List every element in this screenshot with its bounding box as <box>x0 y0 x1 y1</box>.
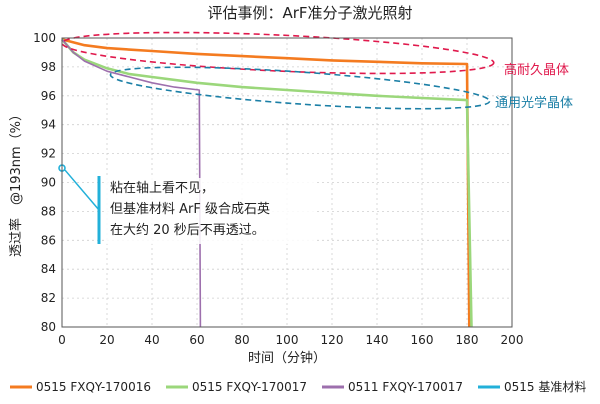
x-tick-label: 40 <box>144 333 159 347</box>
chart-title: 评估事例：ArF准分子激光照射 <box>207 4 412 22</box>
x-tick-label: 80 <box>234 333 249 347</box>
x-axis-label: 时间（分钟） <box>248 350 326 366</box>
legend-label: 0515 基准材料 <box>504 380 586 394</box>
series-line <box>61 38 202 328</box>
legend-label: 0511 FXQY-170017 <box>348 380 463 394</box>
callout-text-line: 在大约 20 秒后不再透过。 <box>110 223 265 238</box>
y-axis-label: 透过率 @193nm（%） <box>8 108 24 257</box>
general-crystal-label: 通用光学晶体 <box>495 95 573 111</box>
callout-background <box>104 178 314 244</box>
y-tick-label: 96 <box>41 89 56 103</box>
callout-text-line: 粘在轴上看不见， <box>110 180 214 196</box>
legend-label: 0515 FXQY-170017 <box>192 380 307 394</box>
series-layer <box>58 38 473 328</box>
x-tick-label: 160 <box>411 333 434 347</box>
x-tick-label: 120 <box>321 333 344 347</box>
plot-frame <box>61 37 513 328</box>
annotation-ellipses <box>61 31 495 110</box>
y-tick-label: 98 <box>41 60 56 74</box>
callout-text-line: 但基准材料 ArF 级合成石英 <box>110 202 270 217</box>
x-tick-label: 180 <box>456 333 479 347</box>
series-line <box>61 38 471 328</box>
y-tick-label: 80 <box>41 320 56 334</box>
general-crystal-ellipse <box>109 66 491 110</box>
y-tick-label: 82 <box>41 291 56 305</box>
x-tick-label: 60 <box>189 333 204 347</box>
x-tick-label: 0 <box>58 333 66 347</box>
y-tick-label: 100 <box>33 31 56 45</box>
x-tick-label: 20 <box>99 333 114 347</box>
y-tick-label: 88 <box>41 204 56 218</box>
high-durability-ellipse <box>61 31 495 75</box>
y-tick-label: 90 <box>41 176 56 190</box>
y-tick-label: 86 <box>41 233 56 247</box>
series-line <box>61 38 473 328</box>
y-tick-label: 92 <box>41 147 56 161</box>
legend-item: 0515 基准材料 <box>478 380 586 394</box>
axes: 80 82 84 86 88 90 92 94 96 98 100 0 20 40 60 80 100 120 14… <box>8 31 523 366</box>
legend-label: 0515 FXQY-170016 <box>36 380 151 394</box>
callout-leader <box>64 169 100 211</box>
y-tick-label: 94 <box>41 118 56 132</box>
x-tick-label: 140 <box>366 333 389 347</box>
legend-item: 0515 FXQY-170017 <box>166 380 307 394</box>
y-tick-label: 84 <box>41 262 56 276</box>
legend-item: 0515 FXQY-170016 <box>10 380 151 394</box>
x-tick-label: 100 <box>276 333 299 347</box>
legend: 0515 FXQY-170016 0515 FXQY-170017 0511 FXQ… <box>10 380 586 394</box>
legend-item: 0511 FXQY-170017 <box>322 380 463 394</box>
x-tick-label: 200 <box>501 333 524 347</box>
high-durability-label: 高耐久晶体 <box>504 62 569 78</box>
